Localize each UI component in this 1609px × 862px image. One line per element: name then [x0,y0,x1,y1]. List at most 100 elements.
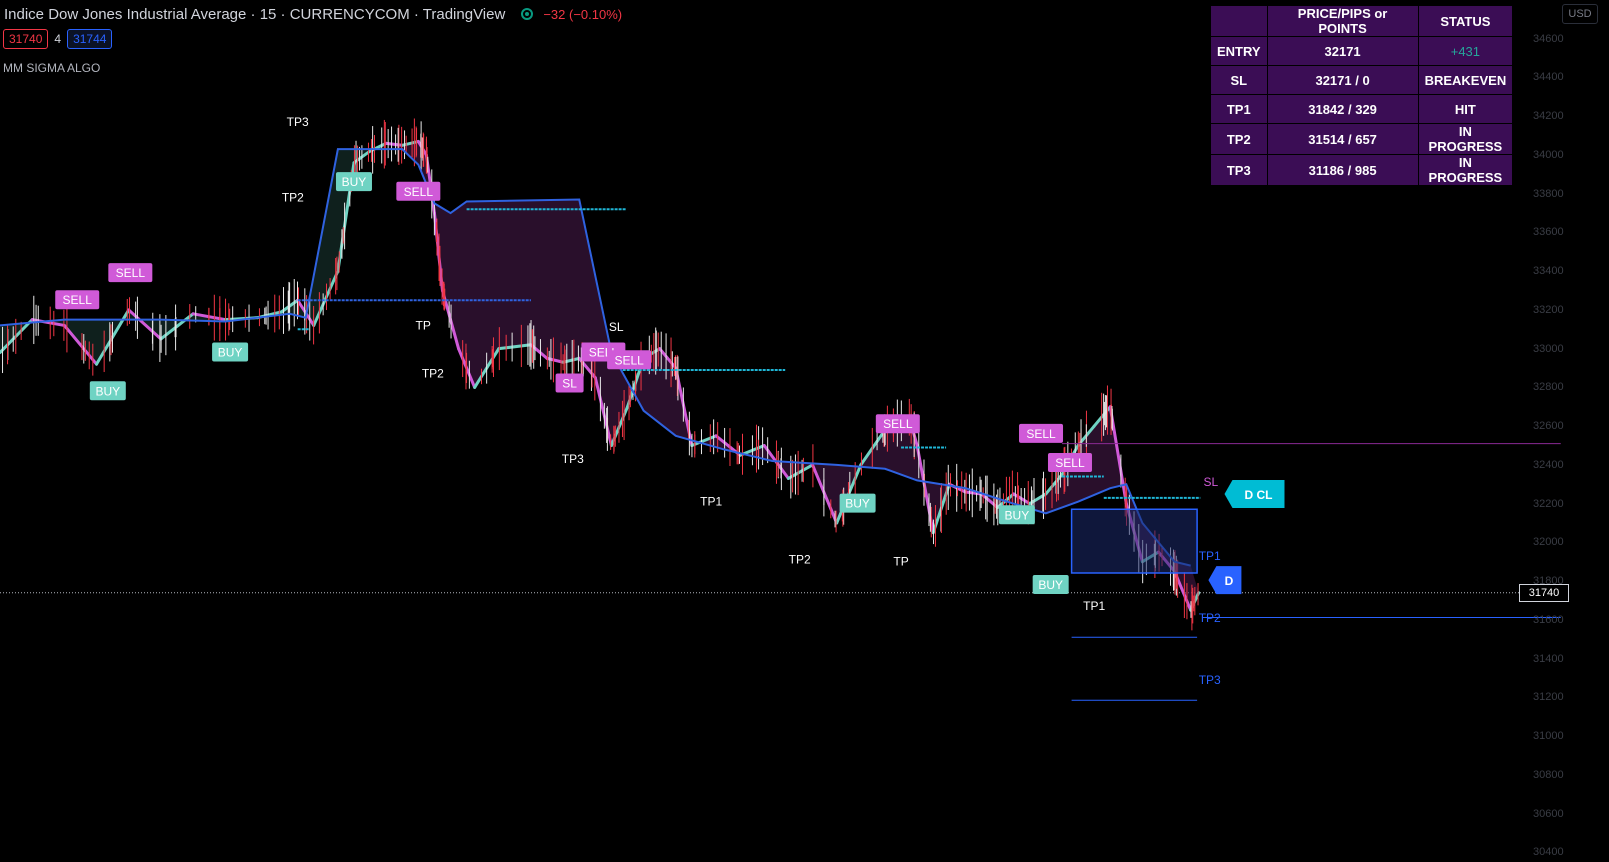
y-tick-label: 31000 [1533,730,1564,743]
price-axis[interactable]: 34600 34400 34200 34000 33800 33600 33400 33200… [1519,0,1609,862]
sell-signal-box [396,181,441,201]
y-tick-label: 34000 [1533,148,1564,161]
y-tick-label: 34400 [1533,71,1564,84]
tp-label: SL [609,320,624,334]
price-segment [690,434,718,448]
price-segment [127,308,163,341]
buy-signal-label: BUY [1005,508,1030,522]
sell-signal-box [1047,452,1092,472]
row-status: IN PROGRESS [1417,123,1514,155]
tp-label: TP2 [789,553,811,567]
buy-signal-box [335,172,372,192]
row-price: 31186 / 985 [1266,154,1419,186]
chart-header: Indice Dow Jones Industrial Average · 15… [4,4,622,24]
row-status: IN PROGRESS [1417,154,1514,186]
sell-signal-label: SELL [116,266,146,280]
sell-signal-label: SL [562,377,577,391]
y-tick-label: 32000 [1533,536,1564,549]
price-segment [1108,405,1128,506]
trade-status-table: PRICE/PIPS or POINTS STATUS ENTRY 32171 … [1210,5,1514,186]
sell-signal-box [55,290,100,310]
sell-signal-box [1019,423,1064,443]
trend-line [0,148,1191,567]
buy-signal-label: BUY [342,175,367,189]
sell-signal-box [555,373,584,393]
currency-button[interactable]: USD [1562,4,1598,24]
row-price: 32171 [1266,36,1419,66]
price-segment [30,318,66,327]
table-row: ENTRY 32171 +431 [1210,36,1514,66]
buy-signal-box [89,381,126,401]
y-tick-label: 30400 [1533,846,1564,859]
tp-label: TP3 [562,452,584,466]
price-segment [1012,492,1032,506]
row-name: ENTRY [1210,36,1268,66]
y-tick-label: 33000 [1533,342,1564,355]
sell-signal-label: SELL [883,417,913,431]
price-segment [1044,473,1064,496]
tp-label: TP3 [287,115,309,129]
price-segment [963,490,983,496]
row-name: TP2 [1210,123,1268,155]
table-header-cell: PRICE/PIPS or POINTS [1266,5,1419,37]
price-change: −32 (−0.10%) [543,6,623,22]
y-tick-label: 31200 [1533,691,1564,704]
buy-signal-box [839,493,876,513]
bullish-cloud [0,149,371,365]
y-tick-label: 32200 [1533,497,1564,510]
sell-signal-box [875,414,920,434]
price-segment [432,211,444,293]
buy-signal-box [998,505,1035,525]
flag-marker [1208,566,1242,595]
tp-label: TP2 [422,367,444,381]
y-tick-label: 31600 [1533,613,1564,626]
table-header-row: PRICE/PIPS or POINTS STATUS [1210,5,1514,37]
row-name: TP3 [1210,154,1268,186]
y-tick-label: 32800 [1533,381,1564,394]
price-segment [497,343,533,351]
price-segment [658,347,678,370]
last-price-label: 31740 [1519,583,1569,602]
sell-signal-label: SELL [1055,456,1085,470]
row-price: 31514 / 657 [1266,123,1419,155]
price-segment [859,428,887,467]
sell-signal-label: SELL [614,353,644,367]
y-tick-label: 33400 [1533,265,1564,278]
buy-signal-box [1032,574,1069,594]
sell-signal-box [108,263,153,283]
tp-label: TP2 [282,190,304,204]
position-box [1070,508,1198,574]
row-status: HIT [1417,94,1514,124]
y-tick-label: 33800 [1533,187,1564,200]
table-row: TP1 31842 / 329 HIT [1210,94,1514,124]
price-segment [593,376,613,448]
buy-price-button[interactable]: 31744 [67,29,113,49]
price-segment [62,323,99,366]
y-tick-label: 33200 [1533,303,1564,316]
buy-signal-box [212,342,249,362]
price-segment [561,356,581,364]
level-tag: SL [1204,475,1219,489]
flag-label: D [1225,574,1234,588]
level-tag: TP2 [1199,611,1221,625]
buy-signal-label: BUY [218,346,243,360]
tp-label: TP [415,318,430,332]
y-tick-label: 32400 [1533,458,1564,471]
level-tag: TP1 [1199,549,1221,563]
sell-signal-box [607,350,652,370]
table-header-cell: STATUS [1417,5,1514,37]
price-segment [384,141,404,147]
tp-label: TP1 [700,495,722,509]
row-name: TP1 [1210,94,1268,124]
buy-signal-label: BUY [1038,578,1063,592]
y-tick-label: 30800 [1533,768,1564,781]
row-price: 32171 / 0 [1266,65,1419,95]
table-row: TP3 31186 / 985 IN PROGRESS [1210,154,1514,186]
row-status: BREAKEVEN [1417,65,1514,95]
tp-label: TP [893,555,908,569]
symbol-title[interactable]: Indice Dow Jones Industrial Average · 15… [4,5,506,23]
sell-price-button[interactable]: 31740 [3,29,49,49]
indicator-legend[interactable]: MM SIGMA ALGO [3,61,101,75]
flag-marker [1224,479,1285,508]
